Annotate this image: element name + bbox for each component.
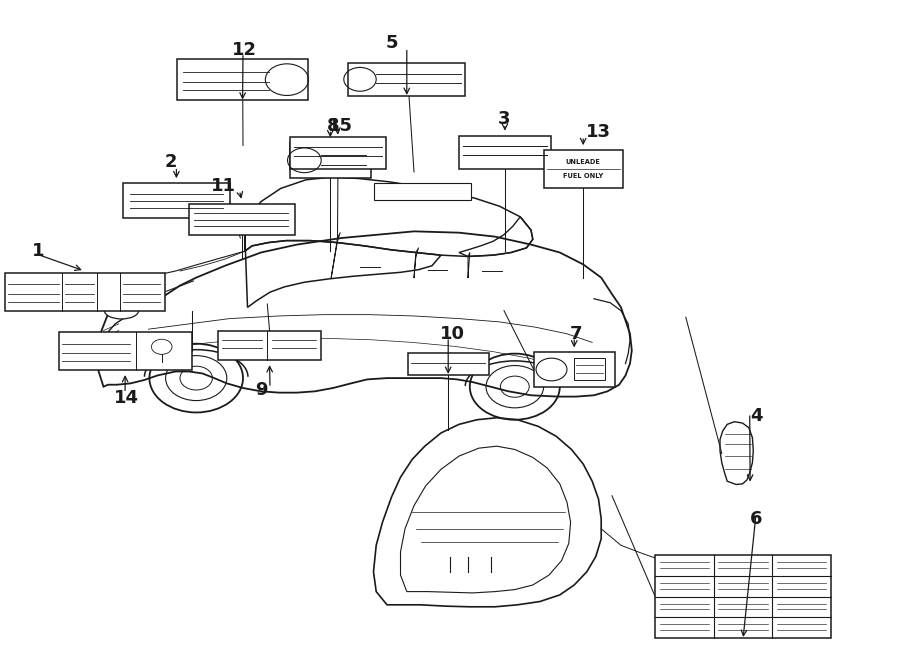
Bar — [574, 358, 605, 381]
Text: 3: 3 — [498, 110, 510, 128]
Bar — [544, 150, 623, 188]
Text: 12: 12 — [232, 40, 257, 59]
Bar — [374, 183, 471, 200]
Text: 7: 7 — [570, 325, 582, 343]
Text: 6: 6 — [750, 510, 762, 528]
Bar — [58, 332, 192, 370]
Bar — [290, 137, 386, 169]
Bar — [218, 330, 321, 360]
Bar — [408, 353, 489, 375]
Bar — [655, 555, 831, 638]
Bar — [348, 63, 465, 96]
Text: 11: 11 — [211, 177, 236, 196]
Bar — [290, 142, 371, 178]
Bar — [123, 183, 230, 218]
Bar — [4, 273, 165, 311]
Text: 9: 9 — [255, 381, 267, 399]
Text: 1: 1 — [32, 242, 44, 260]
Text: 13: 13 — [586, 123, 611, 141]
Bar — [459, 136, 551, 169]
Text: 15: 15 — [328, 116, 353, 135]
Ellipse shape — [104, 302, 139, 319]
Bar — [189, 204, 295, 235]
Text: 8: 8 — [327, 116, 339, 135]
Text: UNLEADE: UNLEADE — [566, 159, 600, 165]
Text: 4: 4 — [750, 407, 762, 426]
Bar — [177, 59, 308, 100]
Bar — [534, 352, 615, 387]
Text: 5: 5 — [385, 34, 398, 52]
Text: 2: 2 — [165, 153, 177, 171]
Text: 14: 14 — [113, 389, 139, 407]
Text: 10: 10 — [440, 325, 465, 343]
Text: FUEL ONLY: FUEL ONLY — [563, 173, 603, 179]
